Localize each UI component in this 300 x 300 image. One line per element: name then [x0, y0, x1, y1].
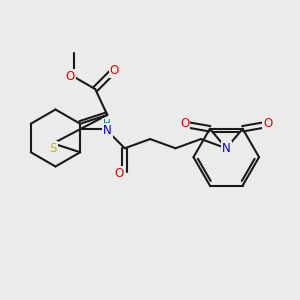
Text: O: O — [180, 117, 189, 130]
Text: O: O — [66, 70, 75, 83]
Text: O: O — [115, 167, 124, 180]
Text: S: S — [50, 142, 57, 155]
Text: H: H — [103, 119, 111, 129]
Text: O: O — [110, 64, 119, 77]
Text: N: N — [103, 124, 112, 137]
Text: N: N — [222, 142, 231, 155]
Text: O: O — [263, 117, 272, 130]
